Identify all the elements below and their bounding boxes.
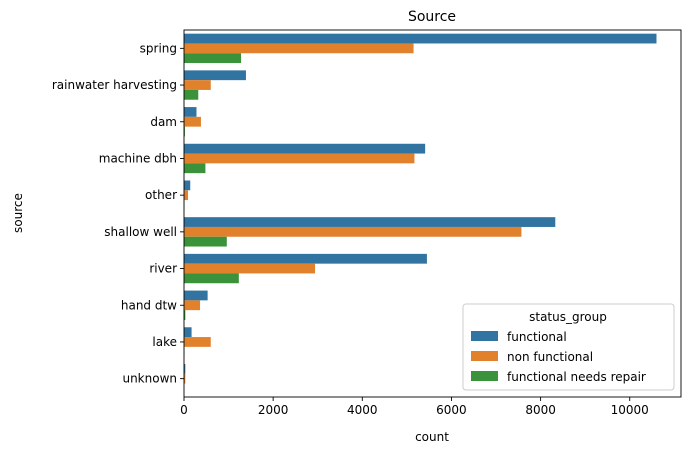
legend-title: status_group bbox=[529, 310, 607, 324]
bar-lake-functional bbox=[184, 327, 192, 338]
y-tick-label-river: river bbox=[149, 262, 177, 276]
bar-rainwater-harvesting-functional-needs-repair bbox=[184, 89, 199, 100]
x-tick-label-0: 0 bbox=[180, 403, 188, 417]
legend-label-functional: functional bbox=[507, 330, 567, 344]
y-tick-label-dam: dam bbox=[150, 115, 177, 129]
chart-title: Source bbox=[408, 9, 456, 25]
y-axis-label: source bbox=[11, 193, 25, 233]
bar-machine-dbh-functional bbox=[184, 143, 426, 154]
bar-spring-non-functional bbox=[184, 43, 414, 54]
bar-lake-non-functional bbox=[184, 337, 211, 347]
bar-river-functional bbox=[184, 253, 427, 264]
y-tick-label-shallow-well: shallow well bbox=[104, 225, 177, 239]
y-tick-labels: spring rainwater harvesting dam machine dbh… bbox=[52, 41, 184, 386]
y-tick-label-rainwater-harvesting: rainwater harvesting bbox=[52, 78, 177, 92]
y-tick-label-lake: lake bbox=[152, 335, 177, 349]
legend-label-functional-needs-repair: functional needs repair bbox=[507, 370, 646, 384]
bar-shallow-well-functional bbox=[184, 217, 556, 227]
plot-frame bbox=[183, 29, 682, 398]
bar-rainwater-harvesting-non-functional bbox=[184, 80, 211, 90]
bar-spring-functional bbox=[184, 33, 657, 44]
bar-dam-non-functional bbox=[184, 116, 201, 127]
bar-hand-dtw-functional bbox=[184, 290, 208, 301]
y-tick-label-machine-dbh: machine dbh bbox=[99, 151, 177, 165]
bar-machine-dbh-functional-needs-repair bbox=[184, 163, 206, 174]
legend-swatch-functional bbox=[471, 331, 498, 341]
bars bbox=[184, 33, 657, 384]
y-tick-label-spring: spring bbox=[140, 41, 177, 55]
bar-rainwater-harvesting-functional bbox=[184, 70, 246, 81]
legend: status_group functional non functional fun… bbox=[462, 303, 675, 391]
y-tick-label-unknown: unknown bbox=[122, 372, 177, 386]
x-tick-labels: 0 2000 4000 6000 8000 10000 bbox=[180, 397, 649, 417]
bar-machine-dbh-non-functional bbox=[184, 153, 415, 164]
legend-swatch-functional-needs-repair bbox=[471, 371, 498, 381]
bar-river-functional-needs-repair bbox=[184, 273, 239, 284]
bar-unknown-non-functional bbox=[184, 373, 186, 384]
bar-spring-functional-needs-repair bbox=[184, 53, 242, 64]
bar-shallow-well-non-functional bbox=[184, 226, 522, 237]
legend-label-non-functional: non functional bbox=[507, 350, 593, 364]
x-tick-label-8000: 8000 bbox=[525, 403, 556, 417]
legend-swatch-non-functional bbox=[471, 351, 498, 361]
bar-other-non-functional bbox=[184, 190, 189, 201]
bar-unknown-functional bbox=[184, 363, 186, 374]
x-axis-label: count bbox=[415, 430, 449, 444]
x-tick-label-6000: 6000 bbox=[436, 403, 467, 417]
x-tick-label-2000: 2000 bbox=[258, 403, 289, 417]
bar-dam-functional bbox=[184, 107, 197, 117]
bar-other-functional bbox=[184, 180, 191, 191]
legend-frame bbox=[462, 303, 675, 391]
y-tick-label-other: other bbox=[145, 188, 177, 202]
bar-hand-dtw-non-functional bbox=[184, 300, 201, 311]
bar-river-non-functional bbox=[184, 263, 316, 274]
x-tick-label-4000: 4000 bbox=[347, 403, 378, 417]
x-tick-label-10000: 10000 bbox=[611, 403, 649, 417]
y-tick-label-hand-dtw: hand dtw bbox=[121, 298, 177, 312]
bar-shallow-well-functional-needs-repair bbox=[184, 236, 227, 247]
bar-hand-dtw-functional-needs-repair bbox=[184, 310, 186, 320]
